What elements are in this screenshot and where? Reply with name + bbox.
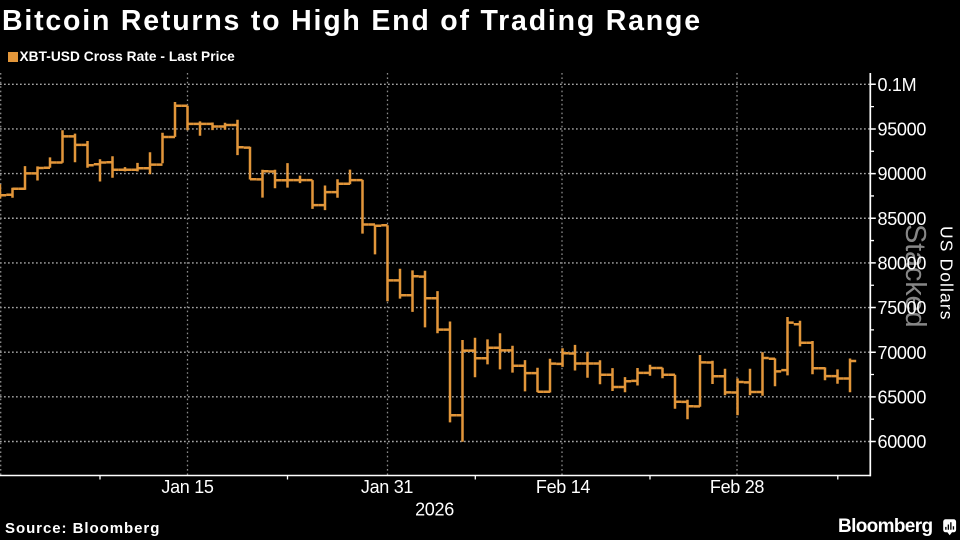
svg-text:80000: 80000: [878, 254, 927, 274]
svg-text:Stacked: Stacked: [899, 224, 931, 327]
svg-text:65000: 65000: [878, 387, 927, 407]
svg-text:60000: 60000: [878, 432, 927, 452]
svg-text:90000: 90000: [878, 164, 927, 184]
svg-text:Jan 15: Jan 15: [161, 477, 214, 497]
svg-text:85000: 85000: [878, 209, 927, 229]
svg-text:Jan 31: Jan 31: [361, 477, 414, 497]
svg-text:0.1M: 0.1M: [878, 75, 917, 95]
svg-text:70000: 70000: [878, 343, 927, 363]
svg-text:US Dollars: US Dollars: [937, 226, 957, 321]
svg-text:Feb 14: Feb 14: [536, 477, 591, 497]
svg-text:2026: 2026: [415, 499, 454, 519]
svg-text:Feb 28: Feb 28: [710, 477, 765, 497]
svg-text:95000: 95000: [878, 120, 927, 140]
svg-text:75000: 75000: [878, 298, 927, 318]
